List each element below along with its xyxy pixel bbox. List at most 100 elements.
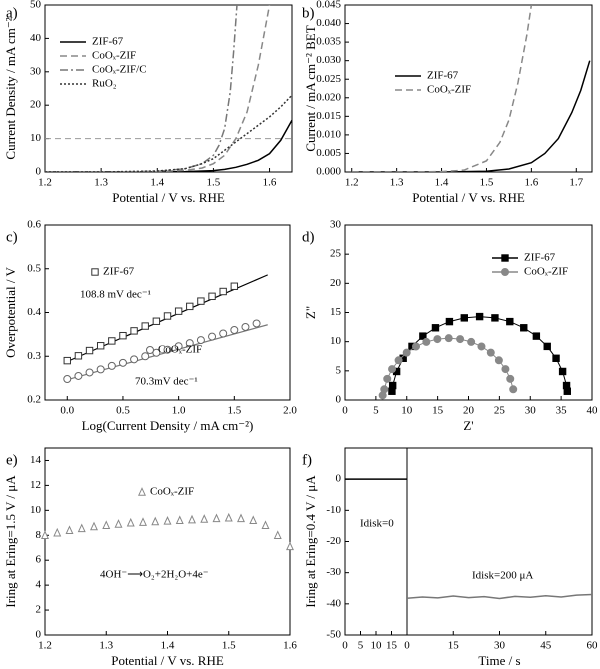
y-tick-label: 20 (330, 277, 342, 289)
panel-label: c) (6, 229, 18, 245)
y-tick-label: 2 (36, 604, 42, 616)
marker (431, 324, 440, 332)
x-tick-label: 1.6 (524, 177, 538, 189)
marker (456, 335, 465, 344)
plot-frame (44, 447, 291, 636)
marker (196, 336, 205, 345)
legend-label: ZIF-67 (103, 266, 135, 278)
marker (53, 527, 62, 537)
marker (486, 348, 495, 357)
y-tick-label: 0.2 (27, 394, 41, 406)
x-tick-label: 1.3 (94, 177, 108, 189)
marker (208, 332, 217, 341)
annotation: Idisk=0 (360, 518, 394, 530)
legend-label: CoOₓ-ZIF (427, 84, 471, 96)
y-tick-label: 5 (336, 364, 342, 376)
x-axis-label: Potential / V vs. RHE (412, 190, 525, 205)
marker (394, 356, 403, 365)
marker (175, 515, 184, 525)
x-tick-label: 1.2 (345, 177, 359, 189)
series-line (45, 119, 292, 172)
y-tick-label: 0 (36, 629, 42, 641)
x-tick-label: 60 (587, 640, 599, 652)
x-axis-label: Log(Current Density / mA cm⁻²) (82, 418, 254, 433)
marker (273, 530, 282, 539)
legend-label: CoOₓ-ZIF (158, 344, 202, 356)
marker (532, 332, 541, 340)
marker (506, 317, 514, 326)
panel-label: b) (302, 5, 315, 21)
marker (563, 387, 571, 395)
y-tick-label: 0.020 (316, 91, 341, 103)
legend-label: CoOₓ-ZIF (92, 50, 136, 62)
y-tick-label: 0.005 (316, 147, 341, 159)
y-tick-label: 0.030 (316, 54, 341, 66)
x-tick-label: 5 (373, 405, 379, 417)
marker (96, 342, 105, 350)
marker (107, 361, 116, 370)
y-tick-label: 25 (330, 248, 342, 260)
panel-label: d) (302, 229, 315, 245)
marker (146, 346, 154, 354)
marker (501, 268, 509, 276)
y-tick-label: 0.035 (316, 36, 341, 48)
marker (208, 292, 216, 301)
x-tick-label: 5 (358, 640, 364, 652)
panel-label: a) (6, 5, 18, 21)
x-tick-label: 1.5 (207, 177, 221, 189)
marker (419, 332, 427, 340)
marker (412, 342, 421, 351)
x-tick-label: 0 (342, 640, 348, 652)
marker (118, 358, 127, 367)
marker (63, 375, 72, 383)
marker (163, 312, 172, 320)
x-tick-label: 1.0 (172, 405, 186, 417)
y-axis-label: Current / mA cm⁻² BET (303, 25, 318, 151)
marker (77, 523, 86, 533)
plot-frame (406, 447, 593, 636)
marker (174, 342, 183, 351)
y-tick-label: 8 (36, 529, 42, 541)
marker (230, 326, 239, 334)
y-tick-label: 0.000 (316, 166, 341, 178)
y-tick-label: 0.010 (316, 128, 341, 140)
marker (444, 334, 453, 343)
x-tick-label: 0.5 (116, 405, 130, 417)
marker (152, 317, 161, 325)
x-axis-label: Time / s (478, 653, 520, 668)
x-tick-label: 1.4 (435, 177, 449, 189)
plot-frame (344, 447, 408, 636)
series-line (45, 94, 292, 172)
y-tick-label: -10 (326, 504, 341, 516)
marker (138, 487, 146, 496)
y-tick-label: 0 (336, 473, 342, 485)
x-tick-label: 1.5 (227, 405, 241, 417)
x-axis-label: Potential / V vs. RHE (112, 190, 225, 205)
x-tick-label: 30 (494, 640, 506, 652)
y-tick-label: 0.6 (27, 219, 41, 231)
legend-label: CoOₓ-ZIF (524, 266, 568, 278)
y-tick-label: 0 (36, 166, 42, 178)
marker (261, 520, 270, 529)
y-tick-label: 20 (30, 99, 42, 111)
annotation: 70.3mV dec⁻¹ (135, 376, 198, 388)
marker (445, 317, 454, 326)
x-tick-label: 20 (463, 405, 475, 417)
marker (119, 331, 127, 340)
y-tick-label: 0.040 (316, 17, 341, 29)
x-tick-label: 0 (342, 405, 348, 417)
marker (224, 512, 233, 522)
marker (230, 282, 239, 290)
panel-label: f) (302, 452, 312, 468)
marker (90, 521, 98, 531)
marker (520, 324, 528, 332)
marker (460, 314, 469, 322)
marker (197, 297, 205, 305)
y-tick-label: 50 (30, 0, 42, 11)
marker (41, 530, 49, 539)
y-tick-label: 10 (30, 132, 42, 144)
marker (85, 346, 94, 355)
marker (65, 525, 74, 534)
y-tick-label: 30 (30, 65, 42, 77)
